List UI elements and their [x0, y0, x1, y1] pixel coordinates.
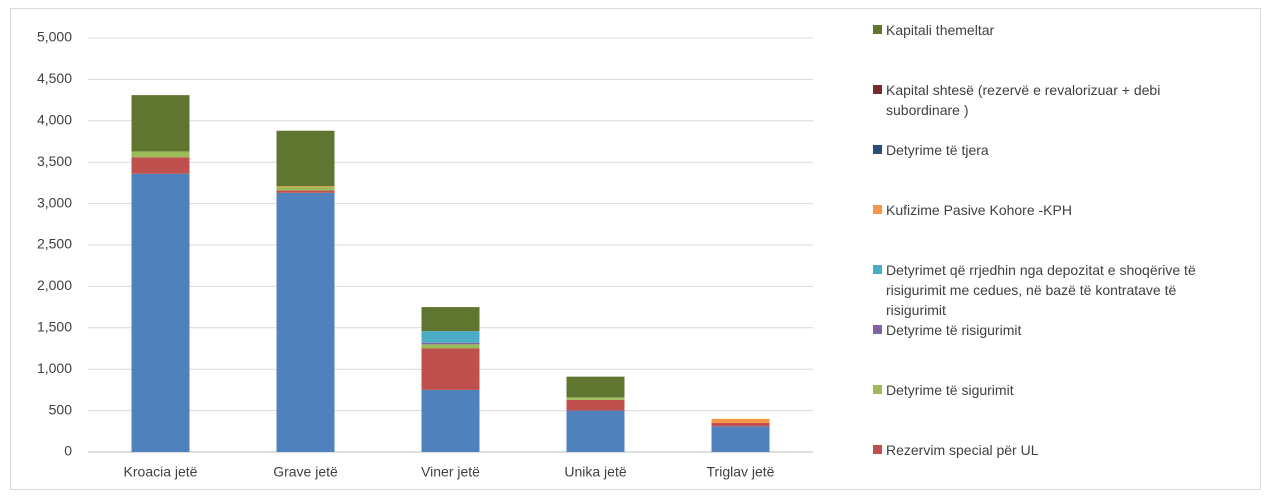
- legend-label: Detyrimet që rrjedhin nga depozitat e sh…: [886, 262, 1196, 318]
- y-tick-label: 5,000: [37, 29, 72, 45]
- bar-segment: [276, 130, 335, 187]
- bar-segment: [421, 342, 480, 345]
- legend-item: Detyrime të tjera: [873, 140, 1233, 160]
- legend-swatch: [873, 205, 882, 214]
- bar-segment: [566, 397, 625, 400]
- bar-segment: [276, 190, 335, 193]
- x-tick-label: Grave jetë: [273, 464, 338, 480]
- y-tick-label: 0: [64, 443, 72, 459]
- bar-segment: [711, 423, 770, 427]
- bar-segment: [276, 187, 335, 191]
- legend-item: Kapital shtesë (rezervë e revalorizuar +…: [873, 80, 1233, 120]
- y-tick-label: 3,500: [37, 153, 72, 169]
- legend-item: Detyrime të sigurimit: [873, 380, 1233, 400]
- legend-swatch: [873, 85, 882, 94]
- legend-swatch: [873, 25, 882, 34]
- legend-item: Rezervim special për UL: [873, 440, 1233, 460]
- bar-segment: [566, 376, 625, 398]
- bar-segment: [131, 95, 190, 152]
- y-tick-label: 4,000: [37, 112, 72, 128]
- bar-segment: [131, 173, 190, 453]
- legend-item: Detyrime të risigurimit: [873, 320, 1233, 340]
- legend-swatch: [873, 445, 882, 454]
- bar-segment: [421, 331, 480, 343]
- legend-label: Kapitali themeltar: [886, 22, 995, 38]
- x-tick-label: Viner jetë: [421, 464, 480, 480]
- y-tick-label: 2,000: [37, 277, 72, 293]
- legend-item: Kufizime Pasive Kohore -KPH: [873, 200, 1233, 220]
- bar-segment: [566, 410, 625, 452]
- bar-segment: [711, 418, 770, 424]
- y-tick-label: 1,500: [37, 319, 72, 335]
- y-tick-label: 3,000: [37, 194, 72, 210]
- chart-border: [10, 8, 1261, 490]
- bar-segment: [421, 389, 480, 452]
- legend-swatch: [873, 145, 882, 154]
- x-tick-label: Triglav jetë: [707, 464, 775, 480]
- y-tick-label: 500: [49, 401, 73, 417]
- bar-segment: [421, 348, 480, 390]
- legend-label: Detyrime të sigurimit: [886, 382, 1014, 398]
- bar-segment: [566, 399, 625, 411]
- legend-label: Kapital shtesë (rezervë e revalorizuar +…: [886, 82, 1161, 118]
- legend-swatch: [873, 325, 882, 334]
- legend-item: Detyrimet që rrjedhin nga depozitat e sh…: [873, 260, 1233, 320]
- bar-segment: [131, 157, 190, 174]
- y-tick-label: 1,000: [37, 360, 72, 376]
- bar-segment: [421, 344, 480, 349]
- legend-label: Kufizime Pasive Kohore -KPH: [886, 202, 1072, 218]
- legend-item: Kapitali themeltar: [873, 20, 1233, 40]
- bar-segment: [276, 186, 335, 188]
- bar-segment: [276, 192, 335, 452]
- legend-label: Rezervim special për UL: [886, 442, 1039, 458]
- bar-segment: [711, 426, 770, 452]
- legend-label: Detyrime të tjera: [886, 142, 989, 158]
- x-tick-label: Kroacia jetë: [124, 464, 198, 480]
- bar-segment: [131, 151, 190, 158]
- legend-label: Detyrime të risigurimit: [886, 322, 1022, 338]
- y-tick-label: 2,500: [37, 236, 72, 252]
- x-tick-label: Unika jetë: [564, 464, 626, 480]
- legend-swatch: [873, 385, 882, 394]
- y-tick-label: 4,500: [37, 70, 72, 86]
- legend-swatch: [873, 265, 882, 274]
- bar-segment: [421, 307, 480, 332]
